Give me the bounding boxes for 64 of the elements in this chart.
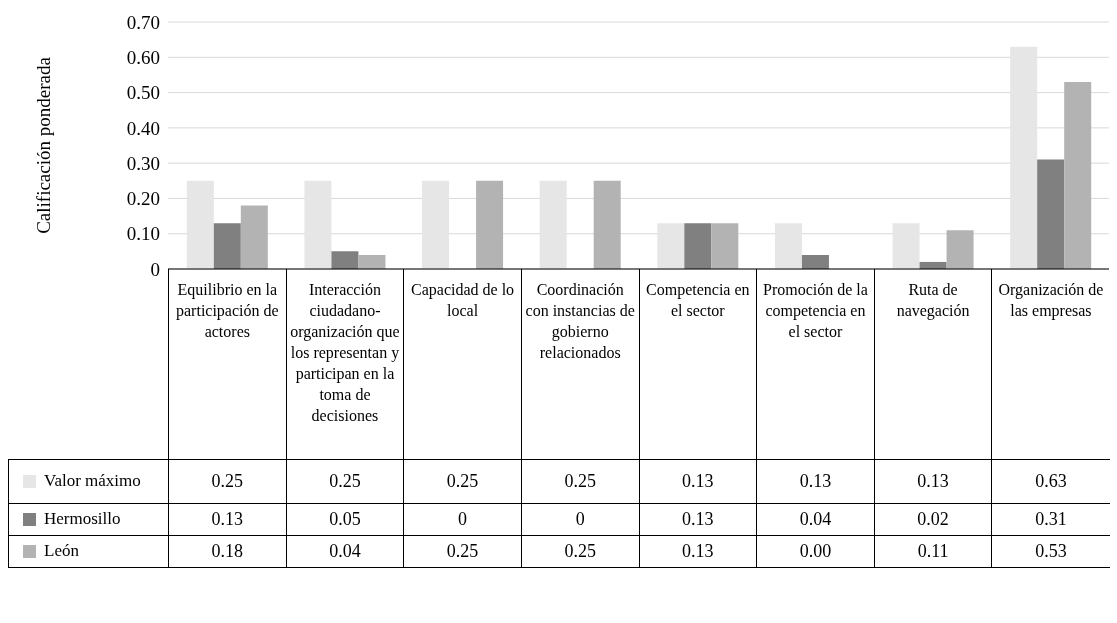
data-label: 0.53 xyxy=(991,535,1110,567)
y-tick-label: 0.10 xyxy=(126,223,160,245)
x-tick-label: Interacción ciudadano-organización que los representan y participan en la toma de decisiones xyxy=(286,269,404,459)
bar xyxy=(657,223,685,269)
data-label: 0.13 xyxy=(639,503,757,535)
x-tick-label: Organización de las empresas xyxy=(991,269,1110,459)
x-tick-label: Promoción de la competencia en el sector xyxy=(756,269,875,459)
data-label: 0.00 xyxy=(756,535,875,567)
data-label: 0.13 xyxy=(874,459,992,503)
x-tick-label: Coordinación con instancias de gobierno relacionados xyxy=(521,269,639,459)
y-tick-label: 0.70 xyxy=(126,11,160,33)
legend-label: Valor máximo xyxy=(44,471,141,490)
x-tick-label: Equilibrio en la participación de actores xyxy=(168,269,287,459)
data-label: 0.02 xyxy=(874,503,992,535)
bar xyxy=(593,180,621,269)
y-tick-label: 0 xyxy=(150,258,160,280)
legend-label: León xyxy=(44,541,79,560)
data-label: 0.25 xyxy=(403,459,522,503)
bar xyxy=(358,254,386,269)
data-label: 0.04 xyxy=(286,535,404,567)
data-label: 0.25 xyxy=(403,535,522,567)
bar xyxy=(213,223,241,269)
bar xyxy=(331,251,359,269)
data-label: 0 xyxy=(521,503,639,535)
y-tick-label: 0.40 xyxy=(126,117,160,139)
data-label: 0.25 xyxy=(521,535,639,567)
x-tick-label: Ruta de navegación xyxy=(874,269,992,459)
bar xyxy=(711,223,739,269)
bar xyxy=(1037,159,1065,269)
bar xyxy=(240,205,268,269)
bar xyxy=(539,180,567,269)
bar xyxy=(304,180,332,269)
y-tick-label: 0.60 xyxy=(126,47,160,69)
y-tick-label: 0.50 xyxy=(126,82,160,104)
data-label: 0.25 xyxy=(286,459,404,503)
data-label: 0.05 xyxy=(286,503,404,535)
bar xyxy=(186,180,214,269)
bar xyxy=(801,254,829,269)
data-label: 0.63 xyxy=(991,459,1110,503)
data-label: 0.04 xyxy=(756,503,875,535)
bar xyxy=(946,230,974,269)
x-tick-label: Competencia en el sector xyxy=(639,269,757,459)
y-tick-label: 0.30 xyxy=(126,152,160,174)
data-label: 0.11 xyxy=(874,535,992,567)
data-label: 0 xyxy=(403,503,522,535)
bar xyxy=(1010,46,1038,269)
y-axis-title: Calificación ponderada xyxy=(32,56,54,234)
y-tick-label: 0.20 xyxy=(126,188,160,210)
data-label: 0.18 xyxy=(168,535,287,567)
data-label: 0.13 xyxy=(639,535,757,567)
legend-label: Hermosillo xyxy=(44,509,121,528)
bar xyxy=(422,180,450,269)
data-label: 0.25 xyxy=(168,459,287,503)
data-label: 0.13 xyxy=(756,459,875,503)
data-label: 0.13 xyxy=(168,503,287,535)
bar xyxy=(1064,81,1092,269)
data-label: 0.31 xyxy=(991,503,1110,535)
bar xyxy=(774,223,802,269)
data-label: 0.13 xyxy=(639,459,757,503)
bar xyxy=(476,180,504,269)
data-label: 0.25 xyxy=(521,459,639,503)
bar xyxy=(892,223,920,269)
bar xyxy=(684,223,712,269)
x-tick-label: Capacidad de lo local xyxy=(403,269,522,459)
